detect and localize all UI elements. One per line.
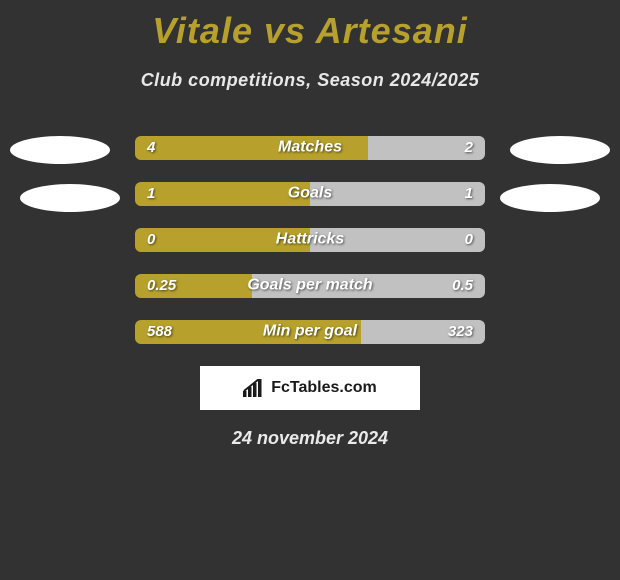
stat-row: Hattricks 0 0 xyxy=(135,228,485,252)
brand-box: FcTables.com xyxy=(200,366,420,410)
date-text: 24 november 2024 xyxy=(0,428,620,449)
stat-value-left: 4 xyxy=(147,139,155,156)
decor-ellipse xyxy=(510,136,610,164)
bar-left xyxy=(135,182,310,206)
stat-row: Goals per match 0.25 0.5 xyxy=(135,274,485,298)
stat-label: Min per goal xyxy=(263,323,357,341)
stat-value-right: 2 xyxy=(465,139,473,156)
stat-value-left: 588 xyxy=(147,323,172,340)
stat-label: Goals per match xyxy=(247,277,372,295)
stat-label: Hattricks xyxy=(276,231,344,249)
stat-row: Min per goal 588 323 xyxy=(135,320,485,344)
stat-label: Matches xyxy=(278,139,342,157)
barchart-icon xyxy=(243,379,265,397)
stat-value-left: 1 xyxy=(147,185,155,202)
subtitle: Club competitions, Season 2024/2025 xyxy=(0,70,620,91)
page-title: Vitale vs Artesani xyxy=(0,0,620,52)
decor-ellipse xyxy=(10,136,110,164)
stat-row: Goals 1 1 xyxy=(135,182,485,206)
stat-value-right: 323 xyxy=(448,323,473,340)
stat-value-right: 0.5 xyxy=(452,277,473,294)
stats-container: Matches 4 2 Goals 1 1 Hattricks 0 0 Goals per mat… xyxy=(0,136,620,344)
bar-right xyxy=(310,182,485,206)
decor-ellipse xyxy=(500,184,600,212)
stat-row: Matches 4 2 xyxy=(135,136,485,160)
stat-value-right: 0 xyxy=(465,231,473,248)
brand-text: FcTables.com xyxy=(271,379,377,397)
stat-label: Goals xyxy=(288,185,332,203)
stat-value-left: 0.25 xyxy=(147,277,176,294)
stat-value-left: 0 xyxy=(147,231,155,248)
stat-value-right: 1 xyxy=(465,185,473,202)
decor-ellipse xyxy=(20,184,120,212)
